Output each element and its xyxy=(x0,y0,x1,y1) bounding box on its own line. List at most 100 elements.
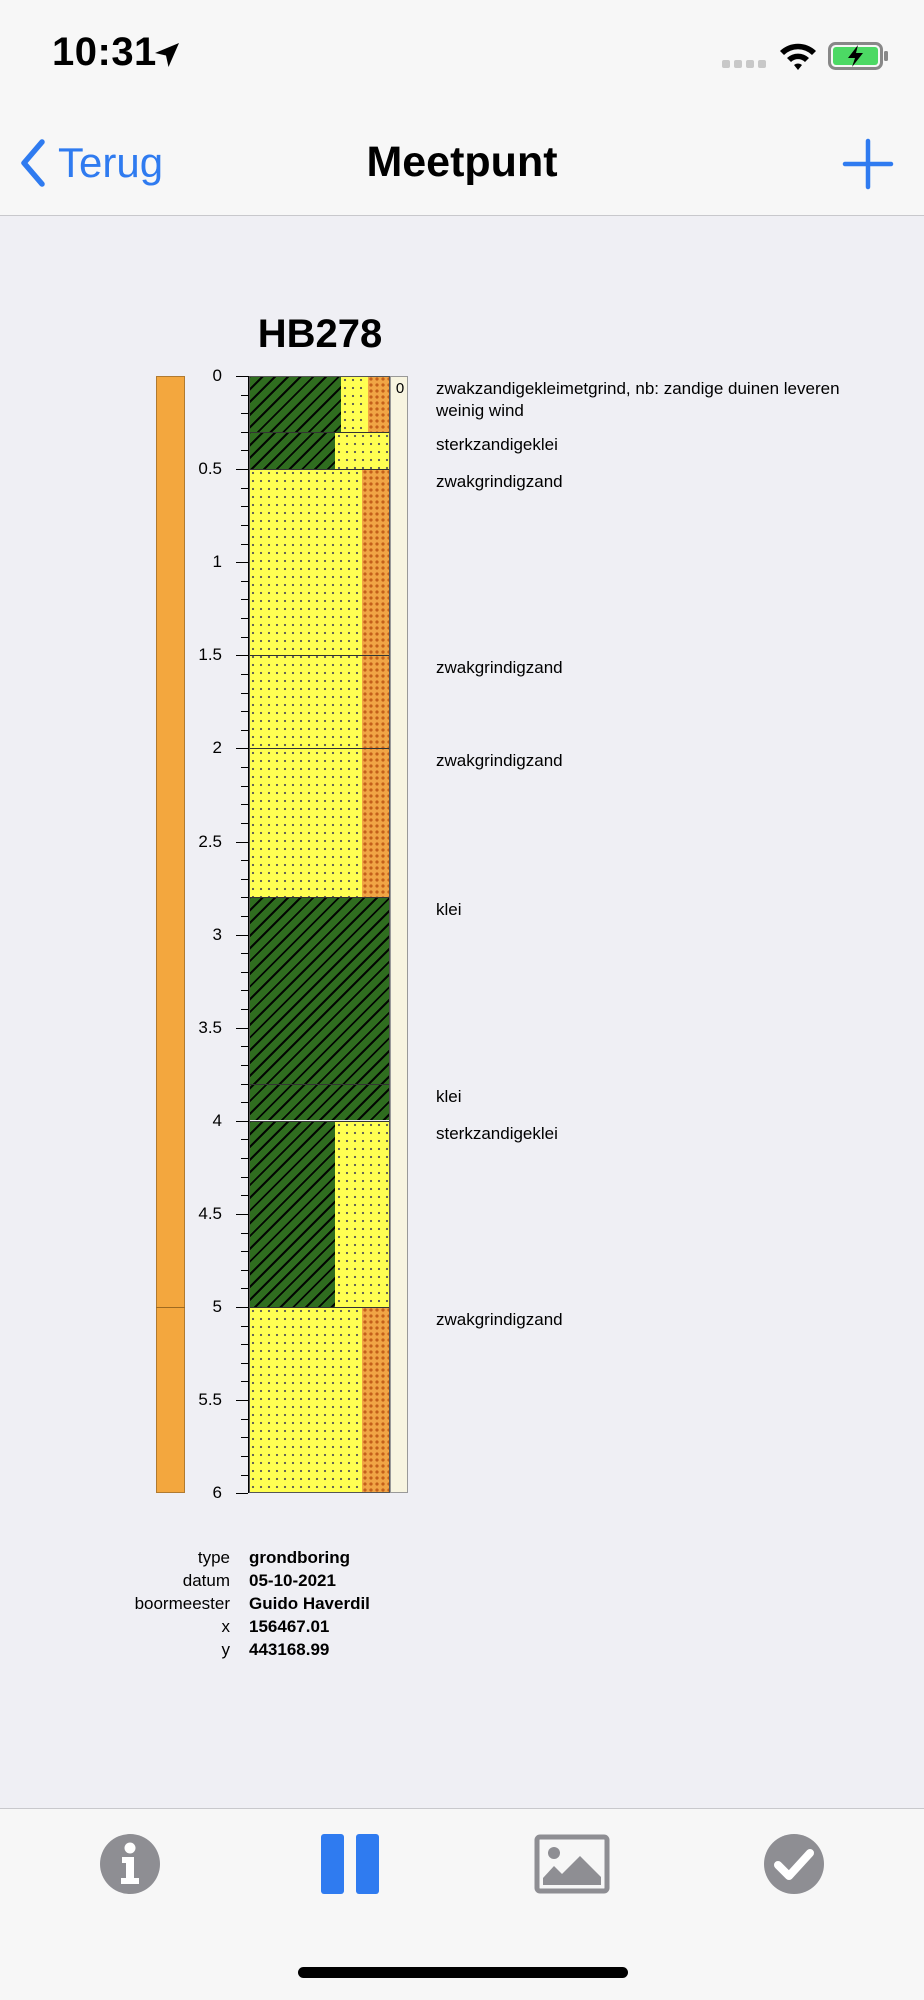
axis-minor-tick xyxy=(241,972,248,973)
axis-minor-tick xyxy=(241,953,248,954)
layer-boundary xyxy=(249,1307,390,1308)
axis-tick-label: 4 xyxy=(212,1111,222,1130)
layer-boundary xyxy=(249,432,390,433)
layer-boundary xyxy=(249,469,390,470)
axis-major-tick xyxy=(236,562,248,563)
layer-boundary xyxy=(249,1084,390,1085)
axis-minor-tick xyxy=(241,767,248,768)
axis-minor-tick xyxy=(241,1195,248,1196)
location-arrow-icon xyxy=(155,43,179,67)
axis-major-tick xyxy=(236,1028,248,1029)
axis-minor-tick xyxy=(241,450,248,451)
axis-minor-tick xyxy=(241,1158,248,1159)
image-icon[interactable] xyxy=(534,1832,610,1896)
axis-tick-label: 5 xyxy=(212,1297,222,1316)
meta-type-value: grondboring xyxy=(249,1548,351,1567)
soil-layer-gravel-pattern xyxy=(362,1307,390,1493)
meta-datum-label: datum xyxy=(182,1571,230,1590)
axis-minor-tick xyxy=(241,1251,248,1252)
chevron-left-icon xyxy=(21,139,45,187)
axis-minor-tick xyxy=(241,730,248,731)
meta-datum-value: 05-10-2021 xyxy=(249,1571,336,1590)
axis-tick-label: 3 xyxy=(212,925,222,944)
axis-major-tick xyxy=(236,1307,248,1308)
axis-minor-tick xyxy=(241,786,248,787)
axis-major-tick xyxy=(236,1214,248,1215)
soil-layer-sand-pattern xyxy=(335,432,390,469)
meta-boormeester-row: boormeester Guido Haverdil xyxy=(0,1594,924,1616)
meta-type-row: type grondboring xyxy=(0,1548,924,1570)
status-time: 10:31 xyxy=(52,30,157,74)
home-indicator xyxy=(298,1967,628,1978)
axis-tick-label: 3.5 xyxy=(198,1018,222,1037)
pause-icon[interactable] xyxy=(318,1832,382,1896)
layer-boundary xyxy=(249,1121,390,1122)
meta-x-label: x xyxy=(221,1617,231,1636)
axis-minor-tick xyxy=(241,860,248,861)
axis-minor-tick xyxy=(241,637,248,638)
axis-minor-tick xyxy=(241,1437,248,1438)
axis-minor-tick xyxy=(241,525,248,526)
checkmark-icon[interactable] xyxy=(762,1832,826,1896)
soil-layer-clay-pattern xyxy=(249,897,390,1120)
meta-y-label: y xyxy=(221,1640,231,1659)
side-column xyxy=(390,376,408,1493)
axis-minor-tick xyxy=(241,1326,248,1327)
battery-charging-icon xyxy=(828,42,888,70)
axis-minor-tick xyxy=(241,1475,248,1476)
soil-layer-sand-pattern xyxy=(335,1121,390,1307)
side-column-label: 0 xyxy=(395,380,405,397)
axis-minor-tick xyxy=(241,581,248,582)
depth-indicator-divider xyxy=(156,1307,185,1308)
axis-major-tick xyxy=(236,748,248,749)
axis-minor-tick xyxy=(241,599,248,600)
axis-major-tick xyxy=(236,1400,248,1401)
axis-minor-tick xyxy=(241,1084,248,1085)
navigation-bar: Terug Meetpunt xyxy=(0,108,924,216)
layer-boundary xyxy=(249,748,390,749)
layer-boundary xyxy=(249,897,390,898)
axis-minor-tick xyxy=(241,1177,248,1178)
layer-description: zwakgrindigzand xyxy=(436,751,563,770)
axis-tick-label: 4.5 xyxy=(198,1204,222,1223)
axis-minor-tick xyxy=(241,1419,248,1420)
layer-description: klei xyxy=(436,900,462,919)
profile-title: HB278 xyxy=(257,312,383,356)
axis-major-tick xyxy=(236,1493,248,1494)
axis-minor-tick xyxy=(241,674,248,675)
add-button[interactable] xyxy=(842,138,894,190)
layer-description: zwakgrindigzand xyxy=(436,472,563,491)
axis-minor-tick xyxy=(241,916,248,917)
layer-description: sterkzandigeklei xyxy=(436,435,558,454)
axis-minor-tick xyxy=(241,506,248,507)
depth-axis xyxy=(248,376,249,1493)
axis-minor-tick xyxy=(241,1046,248,1047)
axis-tick-label: 0.5 xyxy=(198,459,222,478)
meta-type-label: type xyxy=(197,1548,230,1567)
axis-tick-label: 0 xyxy=(212,366,222,385)
axis-tick-label: 1 xyxy=(212,552,222,571)
meta-boormeester-value: Guido Haverdil xyxy=(249,1594,370,1613)
axis-minor-tick xyxy=(241,413,248,414)
axis-minor-tick xyxy=(241,1344,248,1345)
axis-minor-tick xyxy=(241,395,248,396)
info-icon[interactable] xyxy=(98,1832,162,1896)
back-button[interactable]: Terug xyxy=(16,138,163,188)
axis-minor-tick xyxy=(241,1139,248,1140)
status-bar: 10:31 xyxy=(0,0,924,108)
axis-minor-tick xyxy=(241,1065,248,1066)
back-button-label: Terug xyxy=(58,139,164,186)
axis-major-tick xyxy=(236,655,248,656)
axis-minor-tick xyxy=(241,1233,248,1234)
soil-layer-sand-pattern xyxy=(341,376,368,432)
soil-column xyxy=(249,376,390,1493)
layer-description: sterkzandigeklei xyxy=(436,1124,558,1143)
axis-tick-label: 1.5 xyxy=(198,645,222,664)
axis-minor-tick xyxy=(241,432,248,433)
axis-minor-tick xyxy=(241,544,248,545)
soil-layer-sand-pattern xyxy=(249,469,362,897)
layer-description: klei xyxy=(436,1087,462,1106)
axis-major-tick xyxy=(236,1121,248,1122)
axis-major-tick xyxy=(236,469,248,470)
page-title: Meetpunt xyxy=(366,138,558,186)
